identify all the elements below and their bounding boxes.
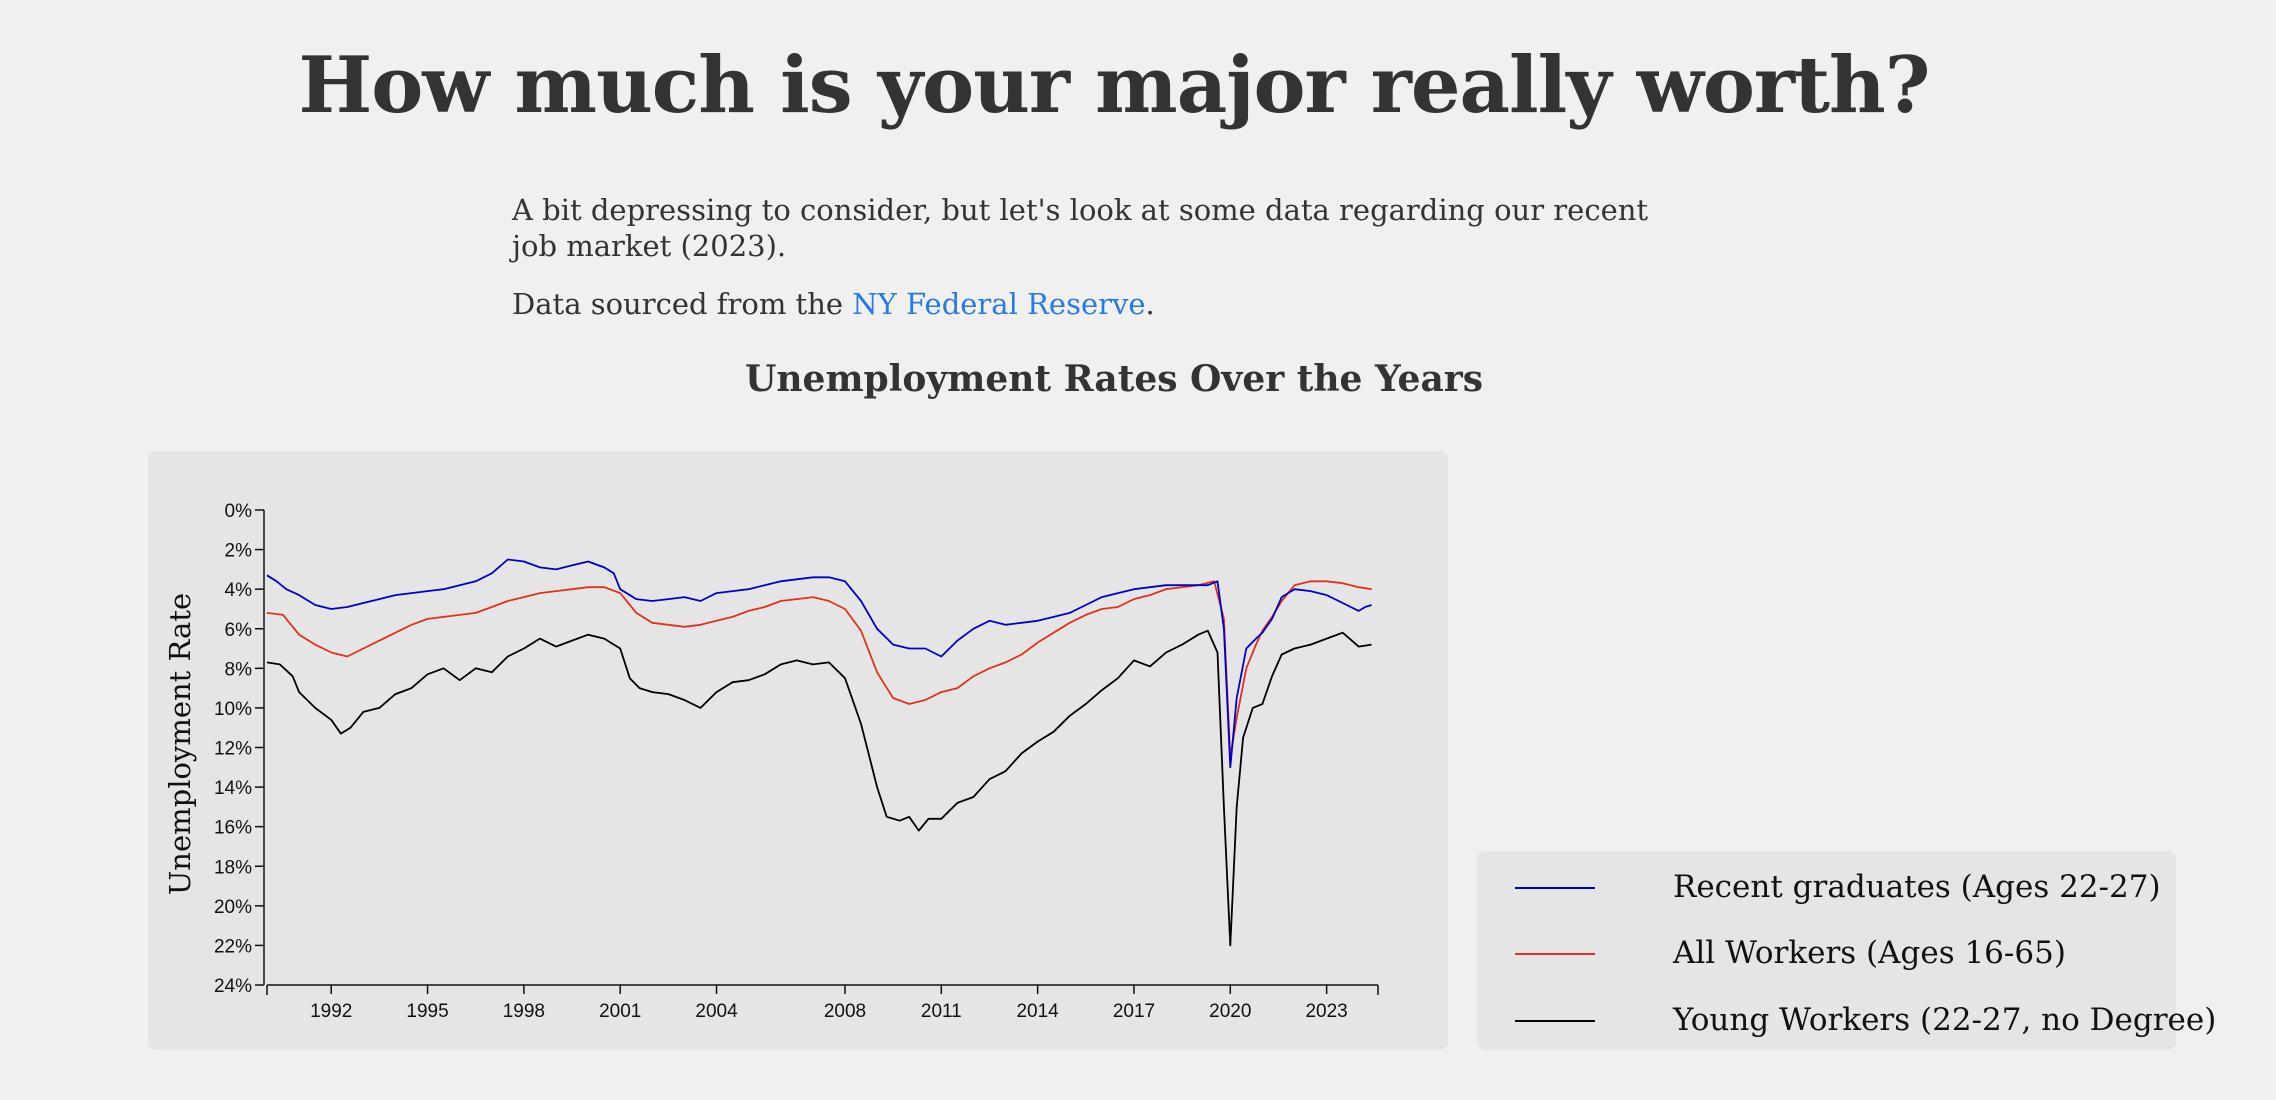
legend-swatch-young-workers [1515, 1020, 1595, 1022]
y-tick-label: 18% [214, 857, 252, 878]
x-tick-label: 2023 [1305, 1001, 1347, 1022]
y-tick-label: 16% [214, 818, 252, 839]
intro-paragraph: A bit depressing to consider, but let's … [512, 193, 1649, 263]
x-tick-label: 2020 [1209, 1001, 1251, 1022]
y-tick-label: 8% [225, 659, 253, 680]
x-tick-label: 2008 [824, 1001, 866, 1022]
y-tick-label: 10% [214, 699, 252, 720]
y-tick-label: 20% [214, 897, 252, 918]
y-axis-label: Unemployment Rate [163, 593, 197, 895]
y-tick-label: 4% [225, 580, 253, 601]
chart-legend: Recent graduates (Ages 22-27) All Worker… [1477, 851, 2216, 1050]
series-line-recent-graduates [266, 558, 1372, 769]
y-tick-label: 14% [214, 778, 252, 799]
x-tick-label: 2011 [921, 1001, 962, 1022]
unemployment-line-chart: Unemployment Rate 0% 2% 4% 6% 8% 10% 12% 14% 16%… [163, 501, 1379, 1022]
series-lines [266, 558, 1372, 947]
y-tick-label: 12% [214, 739, 252, 760]
x-tick-label: 2014 [1016, 1001, 1059, 1022]
y-axis: 0% 2% 4% 6% 8% 10% 12% 14% 16% 18% 20% 22% 24% [214, 501, 265, 997]
x-tick-label: 2001 [599, 1001, 641, 1022]
legend-label-all-workers: All Workers (Ages 16-65) [1673, 935, 2066, 971]
chart-title: Unemployment Rates Over the Years [744, 358, 1484, 400]
source-prefix: Data sourced from the [512, 287, 853, 321]
series-line-young-workers [266, 629, 1372, 947]
y-tick-label: 0% [225, 501, 253, 522]
y-tick-label: 2% [225, 541, 253, 562]
legend-label-young-workers: Young Workers (22-27, no Degree) [1673, 1002, 2217, 1038]
y-tick-label: 24% [214, 976, 252, 997]
legend-item-all-workers: All Workers (Ages 16-65) [1515, 933, 2165, 973]
page-headline: How much is your major really worth? [298, 40, 1931, 131]
chart-panel: Unemployment Rate 0% 2% 4% 6% 8% 10% 12% 14% 16%… [148, 451, 1448, 1050]
x-tick-label: 1998 [503, 1001, 545, 1022]
x-tick-label: 1995 [406, 1001, 448, 1022]
y-tick-label: 22% [214, 936, 252, 957]
x-tick-label: 2004 [695, 1001, 738, 1022]
legend-swatch-recent-graduates [1515, 887, 1595, 889]
legend-item-recent-graduates: Recent graduates (Ages 22-27) [1515, 867, 2165, 907]
y-tick-label: 6% [225, 620, 253, 641]
legend-swatch-all-workers [1515, 953, 1595, 955]
source-suffix: . [1145, 287, 1155, 321]
series-line-all-workers [266, 580, 1372, 759]
legend-label-recent-graduates: Recent graduates (Ages 22-27) [1673, 869, 2161, 905]
legend-item-young-workers: Young Workers (22-27, no Degree) [1515, 1000, 2216, 1040]
source-paragraph: Data sourced from the NY Federal Reserve… [512, 286, 1692, 322]
x-tick-label: 2017 [1113, 1001, 1155, 1022]
x-axis: 1992 1995 1998 2001 2004 2008 2011 2014 2017 2020… [266, 984, 1379, 1022]
x-tick-label: 1992 [310, 1001, 352, 1022]
ny-federal-reserve-link[interactable]: NY Federal Reserve [852, 287, 1146, 321]
